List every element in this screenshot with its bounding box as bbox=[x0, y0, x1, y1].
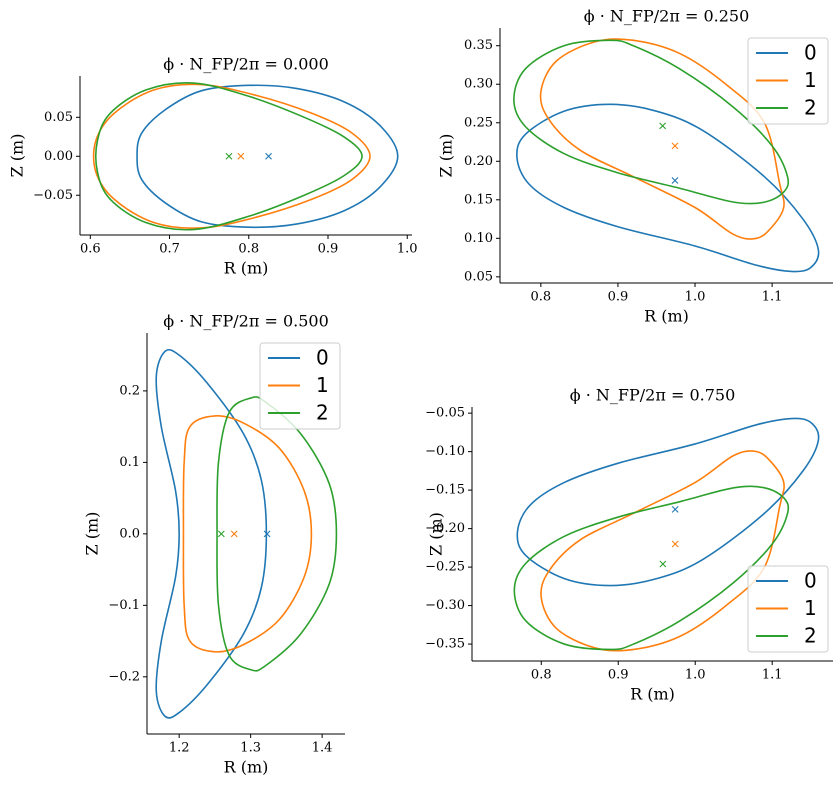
x-axis-label: R (m) bbox=[644, 307, 689, 326]
marker-stroke bbox=[671, 505, 679, 513]
axis-marker bbox=[659, 122, 667, 130]
y-axis-label: Z (m) bbox=[8, 134, 27, 178]
y-tick-label: 0.1 bbox=[119, 455, 140, 470]
legend-label: 0 bbox=[804, 569, 817, 593]
marker-stroke bbox=[225, 152, 233, 160]
y-tick-label: 0.20 bbox=[464, 154, 493, 169]
y-tick-label: 0.00 bbox=[44, 149, 73, 164]
flux-surface bbox=[182, 415, 313, 653]
y-axis-label: Z (m) bbox=[427, 512, 446, 556]
marker-stroke bbox=[659, 560, 667, 568]
y-tick-label: −0.1 bbox=[108, 598, 140, 613]
x-tick-label: 1.4 bbox=[312, 741, 333, 756]
marker-stroke bbox=[237, 152, 245, 160]
axis-marker bbox=[671, 142, 679, 150]
x-tick-label: 0.9 bbox=[608, 290, 629, 305]
marker-stroke bbox=[659, 122, 667, 130]
x-tick-label: 0.7 bbox=[159, 242, 180, 257]
y-tick-label: 0.35 bbox=[464, 38, 493, 53]
x-tick-label: 1.1 bbox=[762, 290, 783, 305]
x-axis-label: R (m) bbox=[224, 259, 269, 278]
marker-stroke bbox=[671, 142, 679, 150]
x-tick-label: 0.6 bbox=[80, 242, 101, 257]
flux-surface bbox=[92, 83, 371, 230]
flux-surface bbox=[539, 38, 785, 240]
chart-title: ϕ · N_FP/2π = 0.750 bbox=[570, 386, 736, 405]
x-tick-label: 1.2 bbox=[169, 741, 190, 756]
marker-stroke bbox=[671, 177, 679, 184]
flux-surface bbox=[516, 103, 820, 273]
y-tick-label: 0.25 bbox=[464, 115, 493, 130]
y-tick-label: 0.15 bbox=[464, 192, 493, 207]
flux-surface bbox=[136, 84, 399, 229]
chart-title: ϕ · N_FP/2π = 0.500 bbox=[163, 312, 329, 331]
flux-surface bbox=[516, 417, 820, 587]
y-tick-label: −0.25 bbox=[425, 560, 465, 575]
marker-stroke bbox=[230, 530, 238, 538]
legend-label: 1 bbox=[804, 596, 817, 620]
axis-marker bbox=[659, 560, 667, 568]
y-tick-label: 0.05 bbox=[44, 110, 73, 125]
y-tick-label: −0.10 bbox=[425, 444, 465, 459]
y-tick-label: −0.05 bbox=[425, 406, 465, 421]
x-tick-label: 0.8 bbox=[238, 242, 259, 257]
flux-surface bbox=[155, 348, 268, 719]
chart-title: ϕ · N_FP/2π = 0.250 bbox=[584, 7, 750, 26]
axis-marker bbox=[225, 152, 233, 160]
x-axis-label: R (m) bbox=[224, 758, 269, 777]
axis-marker bbox=[671, 505, 679, 513]
flux-surface bbox=[513, 485, 790, 651]
x-tick-label: 1.0 bbox=[397, 242, 418, 257]
legend-label: 1 bbox=[804, 68, 817, 92]
y-tick-label: 0.05 bbox=[464, 269, 493, 284]
marker-stroke bbox=[263, 530, 271, 538]
x-tick-label: 0.8 bbox=[531, 668, 552, 683]
axis-marker bbox=[217, 530, 225, 538]
legend-label: 2 bbox=[316, 401, 329, 425]
flux-surface bbox=[540, 450, 785, 652]
y-tick-label: 0.10 bbox=[464, 231, 493, 246]
x-tick-label: 1.1 bbox=[762, 668, 783, 683]
legend-label: 2 bbox=[804, 96, 817, 120]
y-tick-label: −0.15 bbox=[425, 483, 465, 498]
marker-stroke bbox=[671, 540, 679, 548]
x-tick-label: 0.8 bbox=[531, 290, 552, 305]
flux-surface bbox=[95, 82, 363, 231]
y-tick-label: −0.35 bbox=[425, 637, 465, 652]
y-tick-label: 0.30 bbox=[464, 77, 493, 92]
axis-marker bbox=[230, 530, 238, 538]
y-tick-label: −0.2 bbox=[108, 669, 140, 684]
x-tick-label: 1.0 bbox=[685, 290, 706, 305]
legend-label: 0 bbox=[804, 41, 817, 65]
chart-title: ϕ · N_FP/2π = 0.000 bbox=[163, 55, 329, 74]
x-axis-label: R (m) bbox=[630, 685, 675, 704]
y-tick-label: −0.20 bbox=[425, 521, 465, 536]
legend-label: 1 bbox=[316, 373, 329, 397]
y-axis-label: Z (m) bbox=[437, 134, 456, 178]
marker-stroke bbox=[217, 530, 225, 538]
axis-marker bbox=[263, 530, 271, 538]
legend-label: 2 bbox=[804, 624, 817, 648]
axis-marker bbox=[265, 152, 272, 160]
axis-marker bbox=[237, 152, 245, 160]
axis-marker bbox=[671, 540, 679, 548]
y-tick-label: 0.0 bbox=[119, 526, 140, 541]
y-axis-label: Z (m) bbox=[83, 512, 102, 556]
axis-marker bbox=[671, 177, 679, 184]
x-tick-label: 0.9 bbox=[608, 668, 629, 683]
marker-stroke bbox=[265, 152, 272, 160]
x-tick-label: 0.9 bbox=[318, 242, 339, 257]
x-tick-label: 1.0 bbox=[685, 668, 706, 683]
x-tick-label: 1.3 bbox=[240, 741, 261, 756]
legend-label: 0 bbox=[316, 346, 329, 370]
y-tick-label: −0.05 bbox=[33, 188, 73, 203]
y-tick-label: −0.30 bbox=[425, 598, 465, 613]
y-tick-label: 0.2 bbox=[119, 383, 140, 398]
flux-surface bbox=[513, 39, 790, 205]
